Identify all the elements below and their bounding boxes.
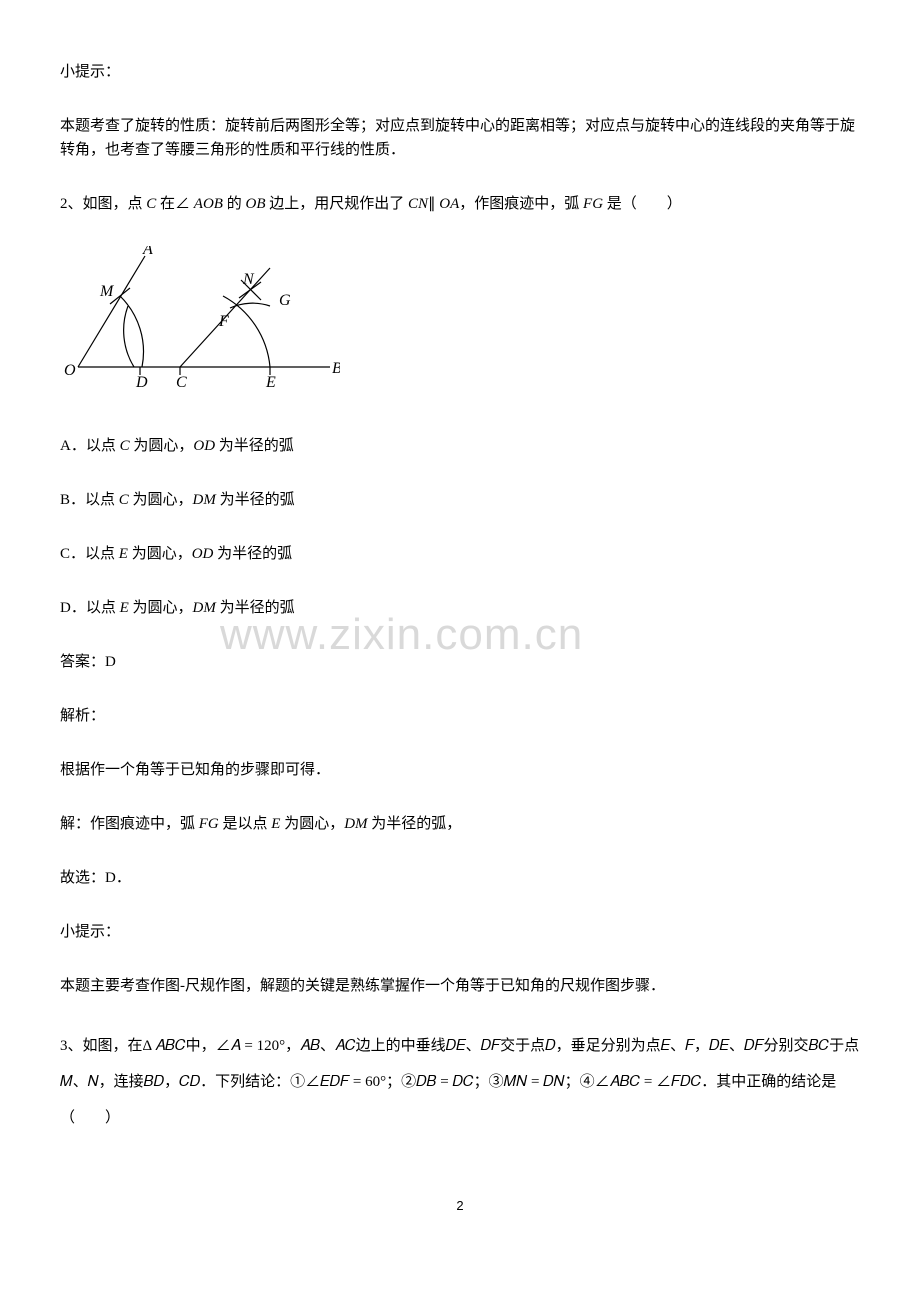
var-ob: OB bbox=[245, 196, 265, 212]
text: D．以点 bbox=[60, 600, 120, 616]
text: 解：作图痕迹中，弧 bbox=[60, 816, 199, 832]
var: E bbox=[119, 546, 128, 562]
var-cn: CN bbox=[408, 196, 428, 212]
q2-analysis-line1: 根据作一个角等于已知角的步骤即可得． bbox=[60, 758, 860, 782]
page-number: 2 bbox=[60, 1196, 860, 1217]
text: 为圆心， bbox=[129, 600, 193, 616]
text: 为圆心， bbox=[128, 546, 192, 562]
var-aob: AOB bbox=[194, 196, 223, 212]
text: 为圆心， bbox=[130, 438, 194, 454]
var-c: C bbox=[146, 196, 156, 212]
text: 为圆心， bbox=[280, 816, 344, 832]
var: OD bbox=[193, 438, 215, 454]
var: C bbox=[120, 438, 130, 454]
svg-text:G: G bbox=[279, 292, 291, 309]
svg-text:C: C bbox=[176, 374, 187, 391]
var-oa: OA bbox=[439, 196, 459, 212]
q2-option-a: A．以点 C 为圆心，OD 为半径的弧 bbox=[60, 434, 860, 458]
svg-text:N: N bbox=[242, 271, 255, 288]
geometry-diagram: O A B D C E M N F G bbox=[60, 246, 340, 396]
page-content: 小提示： 本题考查了旋转的性质：旋转前后两图形全等；对应点到旋转中心的距离相等；… bbox=[60, 60, 860, 1217]
tip-text-1: 本题考查了旋转的性质：旋转前后两图形全等；对应点到旋转中心的距离相等；对应点与旋… bbox=[60, 114, 860, 162]
text: 边上，用尺规作出了 bbox=[265, 196, 408, 212]
var: DM bbox=[193, 600, 216, 616]
text: C．以点 bbox=[60, 546, 119, 562]
q2-tip-label: 小提示： bbox=[60, 920, 860, 944]
q2-option-c: C．以点 E 为圆心，OD 为半径的弧 bbox=[60, 542, 860, 566]
var: DM bbox=[193, 492, 216, 508]
q2-solution: 解：作图痕迹中，弧 FG 是以点 E 为圆心，DM 为半径的弧， bbox=[60, 812, 860, 836]
text: ，作图痕迹中，弧 bbox=[459, 196, 583, 212]
text: 为圆心， bbox=[129, 492, 193, 508]
var: OD bbox=[192, 546, 214, 562]
q2-option-d: D．以点 E 为圆心，DM 为半径的弧 bbox=[60, 596, 860, 620]
text: B．以点 bbox=[60, 492, 119, 508]
svg-text:M: M bbox=[99, 283, 115, 300]
svg-text:E: E bbox=[265, 374, 276, 391]
q2-figure: O A B D C E M N F G bbox=[60, 246, 860, 404]
q2-analysis-label: 解析： bbox=[60, 704, 860, 728]
svg-text:B: B bbox=[332, 360, 340, 377]
text: ∥ bbox=[428, 196, 439, 212]
text: 为半径的弧 bbox=[216, 492, 295, 508]
q2-answer: 答案：D bbox=[60, 650, 860, 674]
text: 为半径的弧， bbox=[368, 816, 462, 832]
text: 为半径的弧 bbox=[215, 438, 294, 454]
svg-text:D: D bbox=[135, 374, 148, 391]
text: 为半径的弧 bbox=[216, 600, 295, 616]
q2-option-b: B．以点 C 为圆心，DM 为半径的弧 bbox=[60, 488, 860, 512]
q3-stem: 3、如图，在Δ 𝐴𝐵𝐶中，∠𝐴 = 120°，𝐴𝐵、𝐴𝐶边上的中垂线𝐷𝐸、𝐷𝐹交… bbox=[60, 1028, 860, 1136]
text: 是以点 bbox=[219, 816, 272, 832]
var-fg: FG bbox=[583, 196, 603, 212]
q2-stem: 2、如图，点 C 在∠ AOB 的 OB 边上，用尺规作出了 CN∥ OA，作图… bbox=[60, 192, 860, 216]
svg-text:F: F bbox=[218, 313, 229, 330]
svg-text:O: O bbox=[64, 362, 76, 379]
text: 是（ ） bbox=[603, 196, 682, 212]
q2-conclusion: 故选：D． bbox=[60, 866, 860, 890]
var: E bbox=[120, 600, 129, 616]
q2-tip-text: 本题主要考查作图-尺规作图，解题的关键是熟练掌握作一个角等于已知角的尺规作图步骤… bbox=[60, 974, 860, 998]
text: 为半径的弧 bbox=[213, 546, 292, 562]
var: C bbox=[119, 492, 129, 508]
tip-label-1: 小提示： bbox=[60, 60, 860, 84]
svg-text:A: A bbox=[142, 246, 153, 258]
text: 的 bbox=[223, 196, 246, 212]
text: A．以点 bbox=[60, 438, 120, 454]
var: DM bbox=[344, 816, 367, 832]
text: 2、如图，点 bbox=[60, 196, 146, 212]
var: FG bbox=[199, 816, 219, 832]
text: 在∠ bbox=[156, 196, 194, 212]
